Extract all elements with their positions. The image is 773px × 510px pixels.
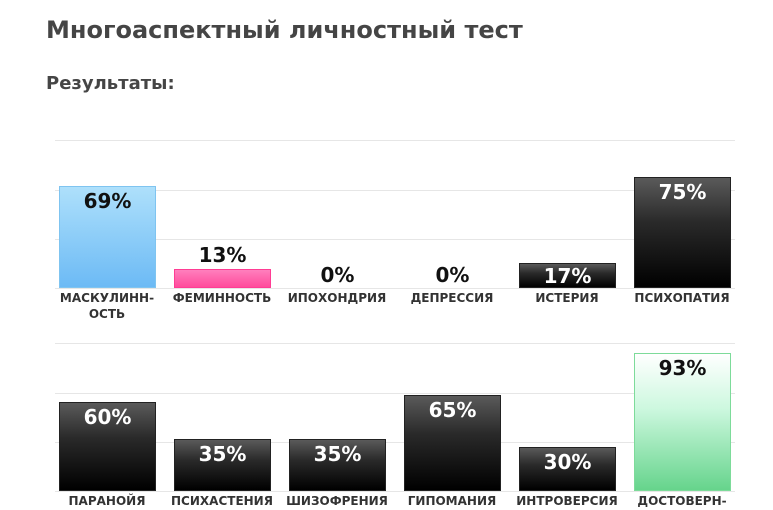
chart-gridline [55,239,735,240]
bar-6 [59,402,156,491]
bar-8 [289,439,386,491]
category-label: ФЕМИННОСТЬ [172,291,272,305]
bar-7 [174,439,271,491]
bar-value-label: 30% [543,450,592,474]
bar-value-label: 13% [198,243,247,267]
bar-value-label: 75% [658,180,707,204]
category-label: МАСКУЛИНН- ОСТЬ [59,291,155,321]
bar-0 [59,186,156,288]
bar-10 [519,447,616,491]
category-label: ИПОХОНДРИЯ [287,291,387,305]
chart-gridline [55,393,735,394]
bar-1 [174,269,271,288]
results-chart-2: 60% ПАРАНОЙЯ 35% ПСИХАСТЕНИЯ 35% ШИЗОФРЕНИЯ 65… [55,343,735,508]
bar-value-label: 69% [83,189,132,213]
category-label: ПСИХОПАТИЯ [634,291,730,305]
bar-5 [634,177,731,288]
bar-value-label: 93% [658,356,707,380]
category-label: ГИПОМАНИЯ [407,494,497,508]
category-label: ДОСТОВЕРН- [637,494,727,508]
category-label: ШИЗОФРЕНИЯ [286,494,388,508]
bar-value-label: 0% [435,263,470,287]
results-heading: Результаты: [46,73,175,94]
bar-value-label: 17% [543,264,592,288]
chart-gridline [55,491,735,492]
bar-value-label: 65% [428,398,477,422]
bar-value-label: 35% [313,442,362,466]
category-label: ПСИХАСТЕНИЯ [171,494,273,508]
bar-11 [634,353,731,491]
chart-gridline [55,140,735,141]
bar-value-label: 0% [320,263,355,287]
chart-gridline [55,343,735,344]
bar-value-label: 60% [83,405,132,429]
chart-gridline [55,288,735,289]
chart-gridline [55,190,735,191]
category-label: ИНТРОВЕРСИЯ [516,494,618,508]
bar-4 [519,263,616,288]
category-label: ДЕПРЕССИЯ [410,291,494,305]
category-label: ПАРАНОЙЯ [68,494,146,508]
bar-value-label: 35% [198,442,247,466]
category-label: ИСТЕРИЯ [535,291,599,305]
chart-gridline [55,442,735,443]
bar-9 [404,395,501,491]
results-chart-1: 69% МАСКУЛИНН- ОСТЬ 13% ФЕМИННОСТЬ 0% ИПОХОНД… [55,140,735,321]
page-title: Многоаспектный личностный тест [46,16,523,44]
